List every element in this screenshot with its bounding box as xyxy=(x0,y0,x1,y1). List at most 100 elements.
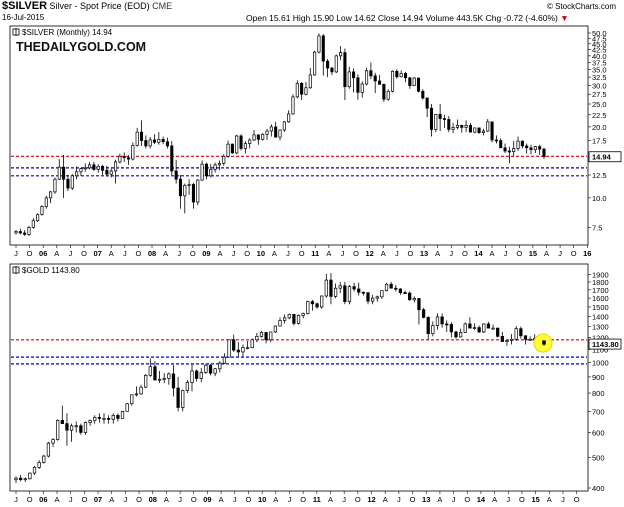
candle-body xyxy=(70,175,74,189)
candle-body xyxy=(218,362,222,370)
candle-body xyxy=(196,179,200,203)
last-value-box xyxy=(588,151,622,163)
x-tick-label: O xyxy=(571,249,577,258)
candle-body xyxy=(310,301,315,305)
x-tick-label: O xyxy=(410,495,416,504)
x-tick-label: J xyxy=(178,495,182,504)
x-tick-label: A xyxy=(435,249,440,258)
candle-body xyxy=(265,130,269,135)
candle-body xyxy=(287,314,291,319)
x-tick-label: A xyxy=(381,249,386,258)
x-tick-label: J xyxy=(558,249,562,258)
x-tick-label: A xyxy=(328,495,333,504)
candle-body xyxy=(178,178,182,197)
y-tick-label: 1100 xyxy=(592,345,608,354)
candle-body xyxy=(27,226,31,235)
candle-body xyxy=(403,73,408,79)
x-tick-label: 09 xyxy=(202,249,210,258)
x-tick-label: 08 xyxy=(149,495,157,504)
candle-body xyxy=(429,107,434,130)
x-tick-label: 07 xyxy=(94,495,102,504)
y-tick-label: 17.5 xyxy=(592,137,607,146)
candle-body xyxy=(14,477,18,481)
x-tick-label: 12 xyxy=(367,495,375,504)
candle-body xyxy=(371,297,375,302)
candle-body xyxy=(505,340,509,342)
x-tick-label: O xyxy=(574,495,580,504)
x-tick-label: O xyxy=(27,495,33,504)
candle-body xyxy=(111,414,115,420)
candle-body xyxy=(435,316,440,326)
candle-body xyxy=(295,82,299,98)
candle-body xyxy=(447,119,451,130)
candle-body xyxy=(296,315,301,324)
quote-line: Open 15.61 High 15.90 Low 14.62 Close 14… xyxy=(246,13,569,23)
candle-body xyxy=(463,323,467,333)
candle-body xyxy=(273,325,277,333)
candle-body xyxy=(283,317,287,321)
candle-body xyxy=(213,368,217,374)
candle-body xyxy=(88,164,92,169)
candle-body xyxy=(40,206,44,215)
candle-body xyxy=(101,166,105,171)
candle-body xyxy=(79,425,83,433)
candle-body xyxy=(53,178,57,193)
candle-body xyxy=(126,157,131,160)
candle-body xyxy=(366,292,370,302)
y-tick-label: 800 xyxy=(592,389,605,398)
candle-body xyxy=(455,124,459,128)
candle-body xyxy=(97,416,101,419)
candle-body xyxy=(503,147,507,152)
candle-body xyxy=(79,168,83,173)
candle-body xyxy=(438,113,442,119)
candle-body xyxy=(148,366,152,376)
y-tick-label: 1800 xyxy=(592,278,609,287)
candle-body xyxy=(152,139,157,143)
x-tick-label: 10 xyxy=(258,495,266,504)
x-tick-label: O xyxy=(353,249,359,258)
candle-body xyxy=(352,71,356,79)
candle-body xyxy=(431,325,435,334)
x-tick-label: A xyxy=(492,495,497,504)
chart-title: $SILVER (Monthly) 14.94 xyxy=(22,28,113,37)
x-tick-label: O xyxy=(355,495,361,504)
candle-body xyxy=(125,403,129,412)
candle-body xyxy=(324,279,328,297)
candle-body xyxy=(74,425,78,428)
y-tick-label: 40.0 xyxy=(592,52,607,61)
candle-body xyxy=(57,166,61,180)
candle-body xyxy=(477,127,481,134)
candle-body xyxy=(426,317,430,334)
down-arrow-icon: ▼ xyxy=(560,13,569,23)
x-tick-label: A xyxy=(547,495,552,504)
candle-body xyxy=(408,292,412,301)
x-tick-label: 07 xyxy=(93,249,101,258)
candle-body xyxy=(235,135,239,154)
y-tick-label: 1300 xyxy=(592,323,609,332)
candle-body xyxy=(232,339,236,351)
candle-body xyxy=(209,169,213,177)
candle-body xyxy=(195,370,199,379)
x-tick-label: 08 xyxy=(148,249,156,258)
candle-body xyxy=(490,121,494,141)
candle-body xyxy=(486,121,490,132)
candle-body xyxy=(162,378,166,380)
candle-body xyxy=(185,381,189,391)
candle-body xyxy=(269,126,273,132)
candle-body xyxy=(525,145,529,149)
candle-body xyxy=(248,139,252,144)
candle-body xyxy=(252,134,256,141)
candle-body xyxy=(176,387,180,408)
candle-body xyxy=(264,332,268,341)
x-tick-label: J xyxy=(233,495,237,504)
candle-body xyxy=(403,292,407,294)
x-tick-label: 14 xyxy=(477,495,486,504)
candle-body xyxy=(32,467,37,474)
candle-body xyxy=(301,313,305,316)
y-tick-label: 20.0 xyxy=(592,123,607,132)
x-tick-label: O xyxy=(81,249,87,258)
candle-body xyxy=(23,478,27,481)
y-tick-label: 22.5 xyxy=(592,111,607,120)
candle-body xyxy=(514,328,518,340)
y-tick-label: 600 xyxy=(592,428,605,437)
